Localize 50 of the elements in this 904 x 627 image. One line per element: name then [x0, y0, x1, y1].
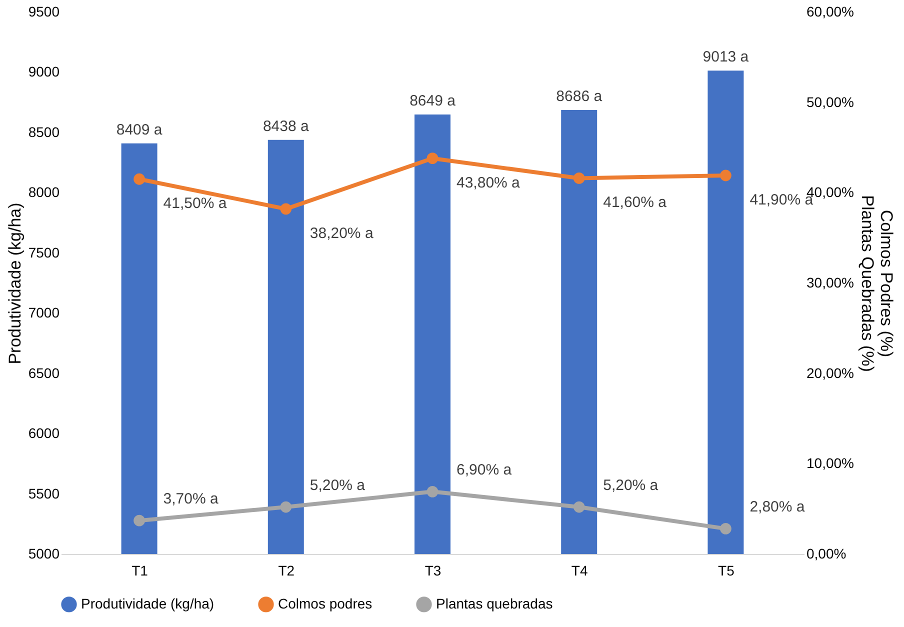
y-tick-label: 6500	[28, 364, 60, 381]
point	[720, 523, 732, 534]
data-label: 5,20% a	[310, 477, 366, 494]
y2-tick-label: 0,00%	[806, 546, 846, 562]
y2-tick-label: 60,00%	[806, 4, 854, 20]
y2-tick-label: 50,00%	[806, 94, 854, 110]
point	[280, 203, 292, 215]
legend-label: Produtividade (kg/ha)	[81, 595, 214, 612]
data-label: 8649 a	[410, 92, 456, 110]
data-label: 38,20% a	[310, 224, 374, 242]
y-tick-label: 5000	[28, 546, 60, 562]
data-label: 43,80% a	[456, 174, 521, 192]
y-tick-label: 9500	[28, 4, 60, 20]
data-label: 6,90% a	[456, 462, 512, 479]
legend-label: Plantas quebradas	[436, 595, 553, 612]
point	[134, 173, 145, 185]
x-tick-label: T4	[571, 562, 588, 578]
y2-tick-label: 10,00%	[806, 455, 854, 472]
data-label: 41,50% a	[163, 195, 228, 212]
point	[573, 501, 585, 513]
y-tick-label: 6000	[28, 425, 60, 442]
data-label: 41,60% a	[603, 194, 668, 212]
x-tick-label: T3	[424, 562, 442, 578]
data-label: 8438 a	[262, 118, 310, 135]
point	[573, 172, 585, 184]
x-tick-label: T5	[718, 562, 735, 578]
y-tick-label: 5500	[28, 485, 60, 502]
data-label: 5,20% a	[603, 477, 659, 494]
data-label: 8409 a	[116, 121, 163, 138]
y-tick-label: 7500	[28, 244, 60, 260]
point	[426, 152, 438, 164]
data-label: 2,80% a	[750, 498, 806, 516]
y-tick-label: 8500	[28, 124, 60, 140]
data-label: 8686 a	[556, 88, 603, 106]
point	[280, 501, 292, 513]
y2-tick-label: 30,00%	[806, 274, 854, 290]
x-tick-label: T1	[132, 562, 148, 578]
y-tick-label: 9000	[28, 64, 60, 80]
legend-label: Colmos podres	[278, 595, 372, 612]
point	[720, 170, 732, 182]
y2-tick-label: 20,00%	[806, 364, 854, 381]
y2-axis-title: Colmos Podres (%) Plantas Quebradas (%)	[858, 195, 896, 372]
point	[134, 514, 145, 526]
data-label: 9013 a	[702, 48, 750, 66]
y-axis-title: Produtividade (kg/ha)	[5, 202, 24, 364]
x-tick-label: T2	[278, 562, 295, 578]
point	[426, 486, 438, 498]
data-label: 3,70% a	[163, 490, 219, 508]
y-tick-label: 8000	[28, 184, 60, 200]
y-tick-label: 7000	[28, 304, 60, 321]
